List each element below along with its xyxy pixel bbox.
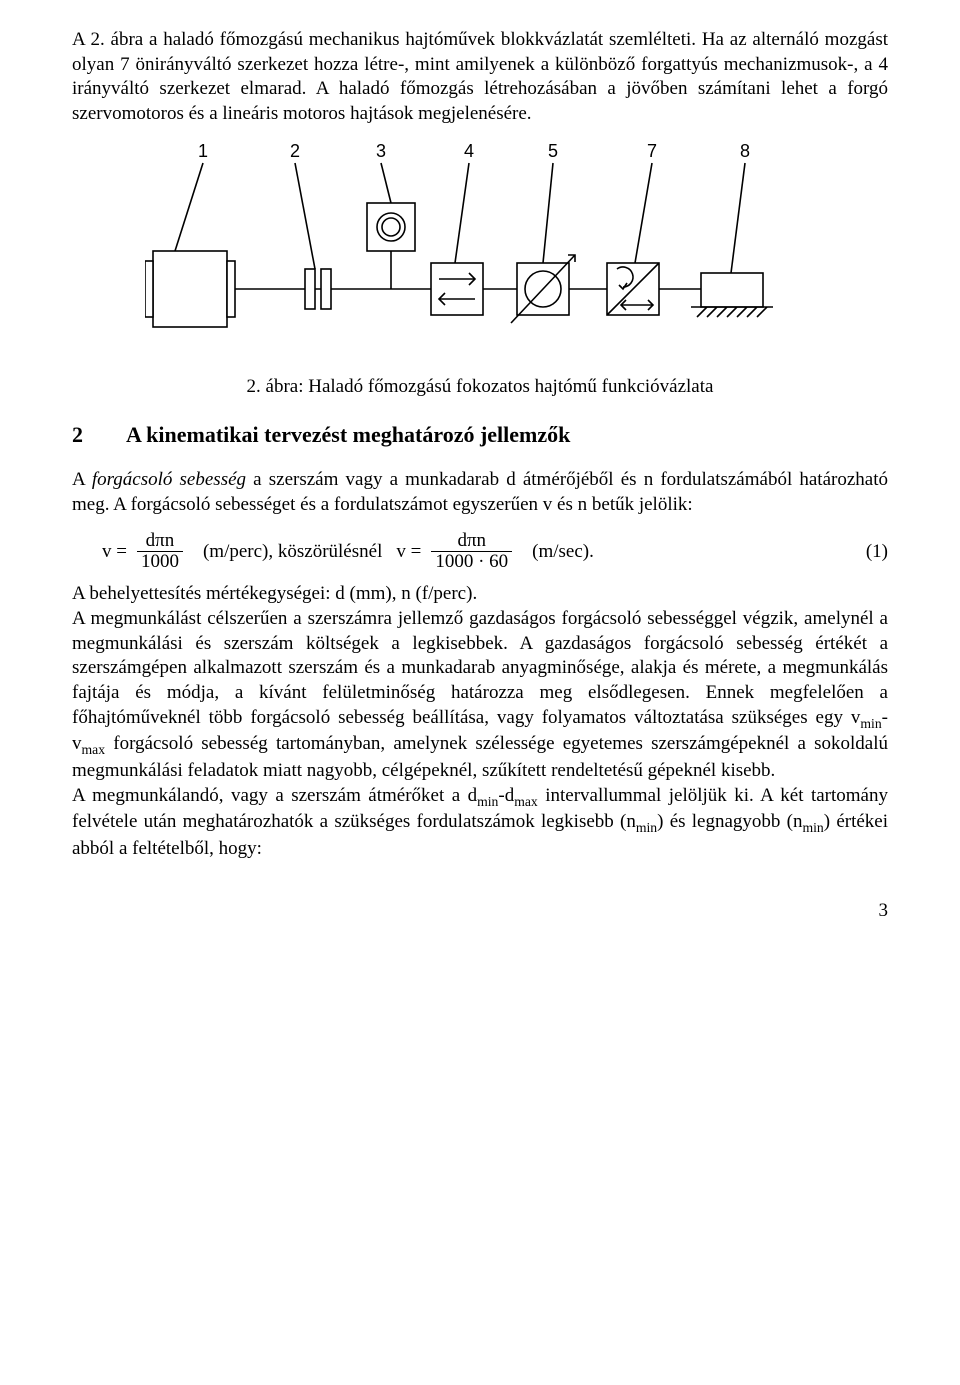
fraction-2: dπn 1000 · 60	[431, 531, 512, 572]
v-eq: v =	[102, 540, 127, 565]
label-4: 4	[464, 141, 474, 161]
frac2-den: 1000 · 60	[431, 551, 512, 572]
frac1-num: dπn	[142, 531, 179, 551]
figure-caption: 2. ábra: Haladó főmozgású fokozatos hajt…	[72, 375, 888, 400]
paragraph-2: A forgácsoló sebesség a szerszám vagy a …	[72, 468, 888, 517]
unit-1: (m/perc), köszörülésnél	[203, 540, 382, 565]
p5-a: A megmunkálandó, vagy a szerszám átmérők…	[72, 785, 477, 806]
section-heading: 2A kinematikai tervezést meghatározó jel…	[72, 421, 888, 450]
block-diagram: 1 2 3 4 5 7 8	[145, 141, 815, 351]
p5-b: -d	[498, 785, 514, 806]
intro-paragraph: A 2. ábra a haladó főmozgású mechanikus …	[72, 28, 888, 127]
p4-c: forgácsoló sebesség tartományban, amelyn…	[72, 733, 888, 781]
v-eq-2: v =	[396, 540, 421, 565]
p4-sub2: max	[82, 742, 106, 757]
equation-number: (1)	[866, 540, 888, 565]
paragraph-5: A megmunkálandó, vagy a szerszám átmérők…	[72, 784, 888, 862]
label-3: 3	[376, 141, 386, 161]
fraction-1: dπn 1000	[137, 531, 183, 572]
formula-body: v = dπn 1000 (m/perc), köszörülésnél v =…	[72, 531, 594, 572]
p5-d: ) és legnagyobb (n	[657, 811, 802, 832]
frac1-den: 1000	[137, 551, 183, 572]
p5-sub4: min	[802, 820, 823, 835]
p2-italic: forgácsoló sebesség	[92, 469, 246, 490]
label-1: 1	[198, 141, 208, 161]
label-7: 7	[647, 141, 657, 161]
label-2: 2	[290, 141, 300, 161]
section-number: 2	[72, 421, 126, 450]
p4-sub1: min	[860, 716, 881, 731]
frac2-num: dπn	[453, 531, 490, 551]
label-8: 8	[740, 141, 750, 161]
paragraph-3: A behelyettesítés mértékegységei: d (mm)…	[72, 582, 888, 607]
label-5: 5	[548, 141, 558, 161]
formula-1: v = dπn 1000 (m/perc), köszörülésnél v =…	[72, 531, 888, 572]
paragraph-4: A megmunkálást célszerűen a szerszámra j…	[72, 607, 888, 784]
p2-pre: A	[72, 469, 92, 490]
p5-sub1: min	[477, 793, 498, 808]
section-title: A kinematikai tervezést meghatározó jell…	[126, 422, 570, 447]
p5-sub3: min	[636, 820, 657, 835]
page-number: 3	[72, 899, 888, 924]
unit-2: (m/sec).	[532, 540, 594, 565]
p5-sub2: max	[514, 793, 538, 808]
p4-a: A megmunkálást célszerűen a szerszámra j…	[72, 608, 888, 728]
